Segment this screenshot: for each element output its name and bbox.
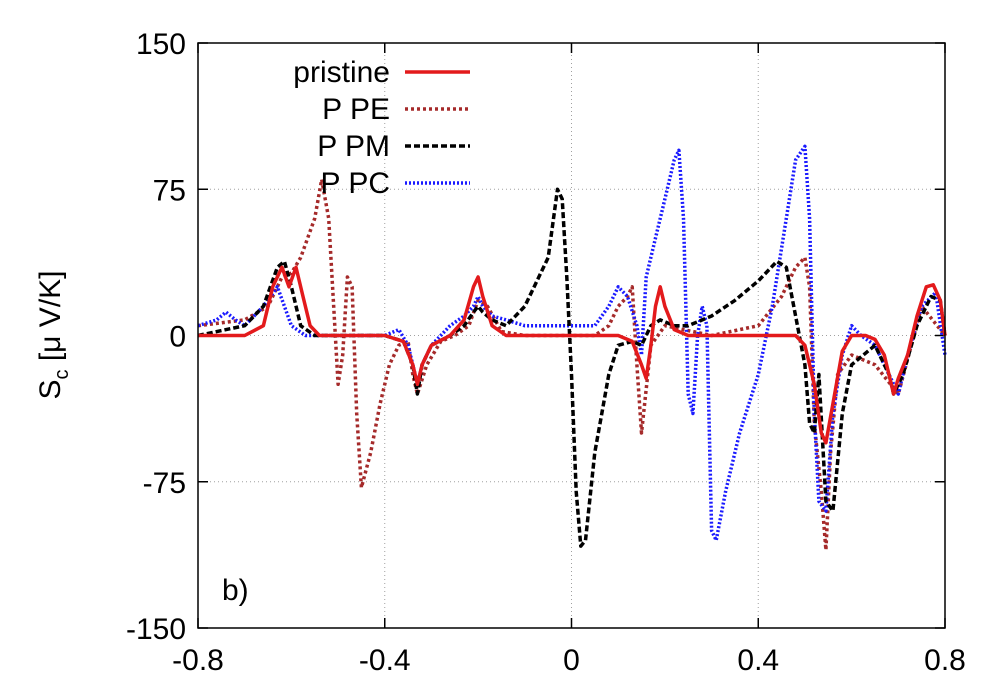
legend-label: P PC: [321, 167, 390, 200]
y-tick-label: 75: [153, 174, 186, 207]
x-tick-label: 0.8: [924, 644, 966, 677]
x-tick-label: -0.4: [359, 644, 411, 677]
y-tick-label: 0: [169, 321, 186, 354]
x-tick-label: -0.8: [172, 644, 224, 677]
series-line-pristine: [198, 265, 947, 445]
y-tick-labels: -150 -75 0 75 150: [126, 28, 186, 646]
x-tick-labels: -0.8 -0.4 0 0.4 0.8: [172, 644, 966, 677]
series-line-p-pc: [197, 144, 947, 543]
series-line-p-pm: [197, 187, 947, 548]
legend-label: pristine: [293, 56, 390, 89]
legend: pristine P PE P PM P PC: [293, 56, 470, 200]
y-axis-label-rest: [μ V/K]: [34, 271, 67, 370]
series-layer: [197, 144, 947, 552]
panel-label: b): [222, 574, 249, 607]
y-axis-label: Sc [μ V/K]: [34, 271, 73, 400]
series-line-p-pe: [197, 177, 947, 552]
y-axis-label-sub: c: [51, 369, 73, 379]
legend-label: P PM: [317, 130, 390, 163]
x-tick-label: 0.4: [737, 644, 779, 677]
x-tick-label: 0: [563, 644, 580, 677]
plot-frame: [197, 42, 946, 629]
y-tick-label: 150: [136, 28, 186, 61]
y-tick-label: -150: [126, 613, 186, 646]
y-tick-label: -75: [143, 467, 186, 500]
legend-label: P PE: [322, 93, 390, 126]
y-axis-label-main: S: [34, 379, 67, 399]
